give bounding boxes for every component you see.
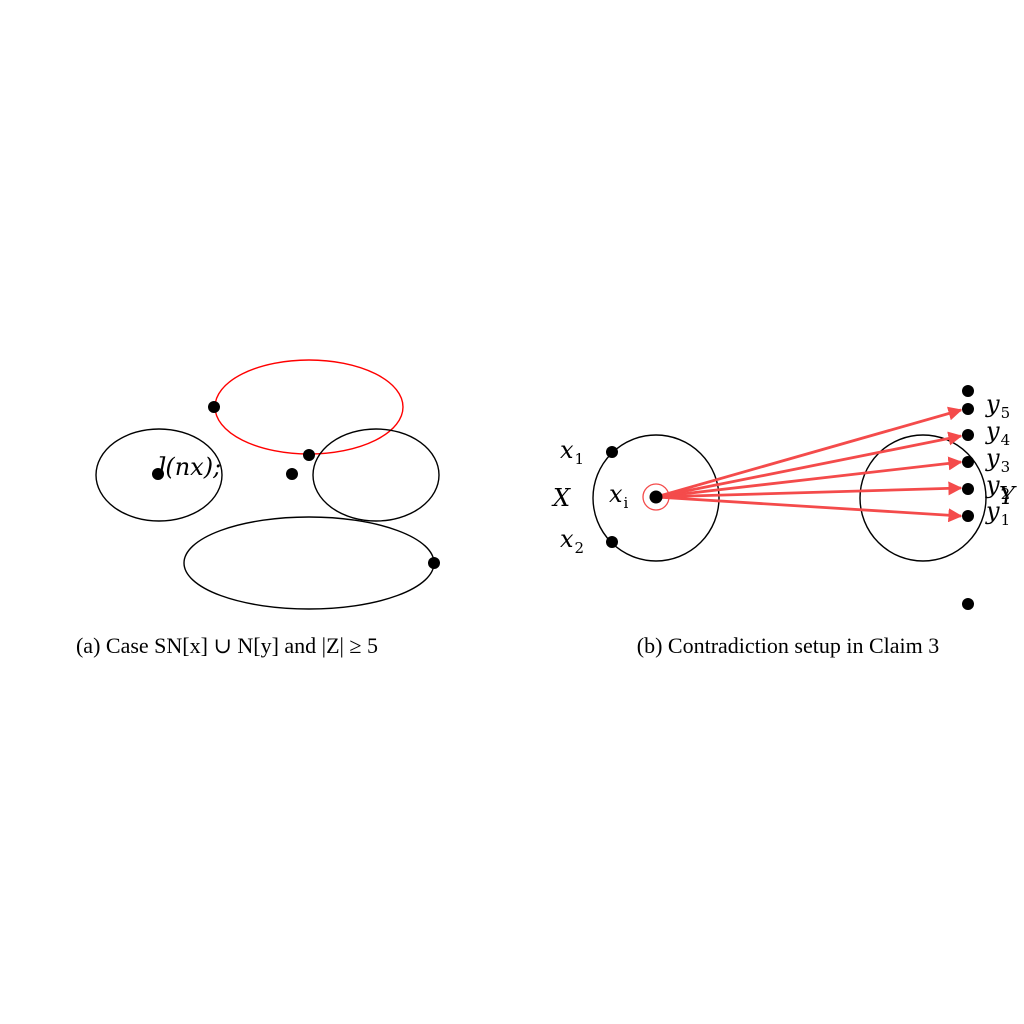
stray-label: ](nx); [155,453,221,481]
left-ellipse [95,428,223,522]
vertex-y2 [962,483,974,495]
right-ellipse [312,428,440,522]
panel-a: ](nx); (a) Case SN[x] ∪ N[y] and |Z| ≥ 5 [76,359,440,658]
caption-b: (b) Contradiction setup in Claim 3 [637,633,939,658]
label-x2: x2 [560,525,584,557]
vertex [286,468,298,480]
arrow-to-y2 [655,481,963,499]
arrow-to-y3 [655,456,963,499]
bottom-ellipse [183,516,435,610]
label-y3: y3 [985,444,1010,476]
label-xi: xi [609,480,629,512]
label-y1: y1 [985,497,1010,529]
arrow-to-y5 [655,406,963,499]
vertex [152,468,164,480]
label-x1: x1 [560,436,584,468]
caption-a: (a) Case SN[x] ∪ N[y] and |Z| ≥ 5 [76,633,378,658]
arrow-to-y4 [655,431,963,499]
vertex-y5 [962,403,974,415]
arrow-to-y1 [655,495,963,523]
vertex [303,449,315,461]
vertex [208,401,220,413]
label-x: X [551,484,571,512]
red-ellipse [214,359,404,455]
set-x-circle [592,434,720,562]
vertex [428,557,440,569]
vertex-extra-top [962,385,974,397]
vertex-y4 [962,429,974,441]
panel-b: X x1 x2 xi y5 y4 y3 y2 y1 Y (b) Contradi… [551,385,1017,658]
label-y4: y4 [985,417,1010,449]
arrows [655,406,963,523]
vertex-x1 [606,446,618,458]
label-y2: y2 [985,471,1010,503]
vertex-xi [649,490,663,504]
vertex-extra-bottom [962,598,974,610]
vertex-x2 [606,536,618,548]
label-y5: y5 [985,390,1010,422]
label-y: Y [999,482,1017,510]
vertex-y1 [962,510,974,522]
set-y-circle [859,434,987,562]
vertex-y3 [962,456,974,468]
